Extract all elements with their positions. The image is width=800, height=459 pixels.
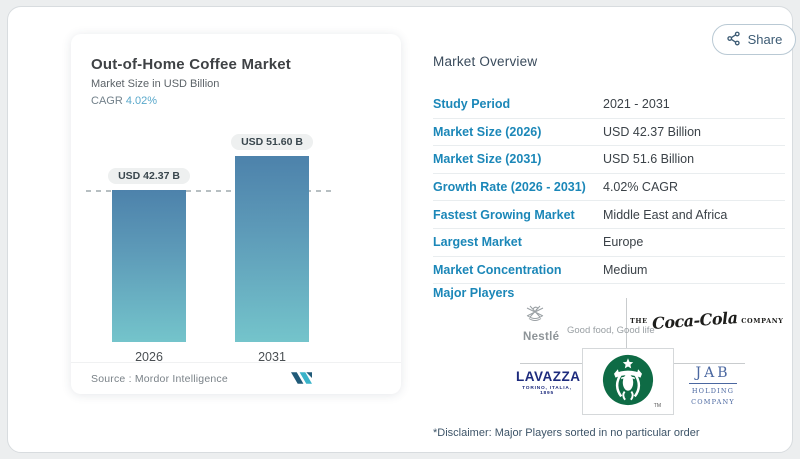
bar [112, 189, 186, 342]
overview-row: Market Size (2026) USD 42.37 Billion [433, 119, 785, 147]
row-label: Market Size (2026) [433, 124, 542, 139]
nestle-nest-icon [523, 304, 547, 331]
bar [235, 156, 309, 342]
overview-row: Study Period 2021 - 2031 [433, 91, 785, 119]
major-players-label: Major Players [433, 286, 515, 300]
cagr-label: CAGR [91, 95, 123, 107]
row-value: 4.02% CAGR [603, 180, 679, 195]
overview-row: Market Concentration Medium [433, 257, 785, 285]
infographic-card: Share Out-of-Home Coffee Market Market S… [7, 6, 796, 453]
row-value: USD 51.6 Billion [603, 152, 695, 167]
row-label: Growth Rate (2026 - 2031) [433, 180, 586, 195]
players-grid-divider [672, 363, 745, 364]
source-row: Source : Mordor Intelligence [71, 362, 401, 394]
coca-cola-company: COMPANY [741, 316, 784, 325]
row-value: Medium [603, 262, 648, 277]
jab-holding: HOLDING [691, 387, 735, 395]
row-value: 2021 - 2031 [603, 97, 670, 112]
bar-chart: USD 42.37 B 2026 USD 51.60 B 2031 [71, 34, 401, 364]
row-label: Largest Market [433, 235, 522, 250]
row-label: Fastest Growing Market [433, 207, 575, 222]
overview-table: Study Period 2021 - 2031 Market Size (20… [433, 91, 785, 285]
jab-company: COMPANY [691, 398, 735, 406]
overview-heading: Market Overview [433, 54, 538, 69]
nestle-wordmark: Nestlé [523, 331, 560, 343]
bar-group-2031: USD 51.60 B 2031 [231, 34, 313, 364]
chart-subtitle: Market Size in USD Billion [91, 78, 220, 90]
share-button[interactable]: Share [712, 24, 796, 55]
disclaimer-text: *Disclaimer: Major Players sorted in no … [433, 427, 700, 439]
bar-category-label: 2031 [258, 350, 286, 364]
bar-category-label: 2026 [135, 350, 163, 364]
lavazza-logo: LAVAZZA TORINO, ITALIA, 1895 [516, 369, 581, 396]
source-label: Source : Mordor Intelligence [91, 372, 228, 385]
lavazza-wordmark: LAVAZZA [516, 369, 581, 384]
row-value: USD 42.37 Billion [603, 124, 701, 139]
share-icon [726, 31, 741, 49]
row-label: Market Size (2031) [433, 152, 542, 167]
row-value: Middle East and Africa [603, 207, 728, 222]
bar-value-badge: USD 42.37 B [108, 167, 190, 184]
reference-line [86, 189, 335, 192]
row-label: Market Concentration [433, 262, 562, 277]
cagr-line: CAGR 4.02% [91, 95, 157, 107]
bar-value-badge: USD 51.60 B [231, 134, 313, 151]
nestle-tagline: Good food, Good life [567, 325, 655, 336]
players-grid-divider [626, 298, 627, 348]
overview-row: Largest Market Europe [433, 229, 785, 257]
coca-cola-the: THE [630, 316, 648, 325]
starbucks-logo-card: TM [582, 348, 674, 415]
chart-title: Out-of-Home Coffee Market [91, 56, 292, 73]
row-label: Study Period [433, 97, 511, 112]
market-size-chart-card: Out-of-Home Coffee Market Market Size in… [71, 34, 401, 394]
coca-cola-logo: THE Coca-Cola COMPANY [630, 308, 784, 333]
coca-cola-wordmark: Coca-Cola [651, 308, 738, 333]
mordor-intelligence-logo-icon [291, 371, 312, 390]
bar-group-2026: USD 42.37 B 2026 [108, 34, 190, 364]
starbucks-tm: TM [653, 403, 661, 409]
nestle-logo: Nestlé Good food, Good life [523, 304, 655, 343]
jab-logo: JAB HOLDING COMPANY [689, 365, 737, 406]
lavazza-subtext: TORINO, ITALIA, 1895 [522, 386, 572, 396]
row-value: Europe [603, 235, 644, 250]
starbucks-siren-icon [601, 353, 655, 412]
cagr-value: 4.02% [125, 95, 158, 107]
jab-wordmark: JAB [689, 365, 737, 384]
overview-row: Fastest Growing Market Middle East and A… [433, 201, 785, 229]
overview-row: Market Size (2031) USD 51.6 Billion [433, 146, 785, 174]
players-grid-divider [520, 363, 582, 364]
overview-row: Growth Rate (2026 - 2031) 4.02% CAGR [433, 174, 785, 202]
share-label: Share [747, 32, 783, 47]
